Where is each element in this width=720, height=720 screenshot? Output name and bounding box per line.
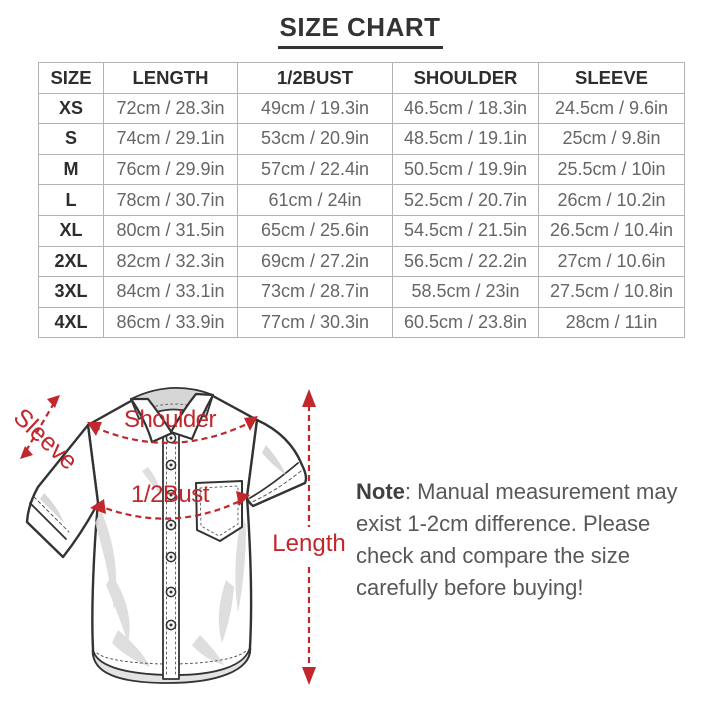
table-header-row: SIZE LENGTH 1/2BUST SHOULDER SLEEVE [38,62,685,94]
size-cell: 3XL [38,276,104,308]
shirt-measurement-diagram: Sleeve Shoulder 1/2Bust Length [8,387,346,685]
shirt-pocket [195,480,243,542]
sleeve-cell: 24.5cm / 9.6in [538,92,685,125]
bust-cell: 57cm / 22.4in [237,153,393,186]
sleeve-cell: 25cm / 9.8in [538,123,685,155]
page-title: SIZE CHART [277,12,443,49]
table-row: 4XL 86cm / 33.9in 77cm / 30.3in 60.5cm /… [38,306,685,339]
table-row: XS 72cm / 28.3in 49cm / 19.3in 46.5cm / … [38,92,685,125]
size-cell: L [38,184,104,216]
bust-cell: 73cm / 28.7in [237,276,393,308]
length-cell: 76cm / 29.9in [103,153,238,186]
shoulder-cell: 48.5cm / 19.1in [392,123,539,155]
shoulder-cell: 56.5cm / 22.2in [392,245,539,278]
length-cell: 78cm / 30.7in [103,184,238,216]
shoulder-arrow [87,416,258,444]
length-cell: 80cm / 31.5in [103,214,238,247]
bust-cell: 77cm / 30.3in [237,306,393,339]
bust-arrow [90,491,250,520]
table-row: S 74cm / 29.1in 53cm / 20.9in 48.5cm / 1… [38,123,685,155]
bust-cell: 49cm / 19.3in [237,92,393,125]
header-length: LENGTH [103,62,238,94]
shirt-buttons [165,432,177,631]
sleeve-label: Sleeve [8,403,83,476]
size-cell: XS [38,92,104,125]
note-text: Note: Manual measurement may exist 1-2cm… [356,476,696,604]
shoulder-cell: 52.5cm / 20.7in [392,184,539,216]
note-body: : Manual measurement may exist 1-2cm dif… [356,479,678,600]
bust-cell: 65cm / 25.6in [237,214,393,247]
length-label: Length [272,530,345,557]
note-label: Note [356,479,405,504]
header-shoulder: SHOULDER [392,62,539,94]
shoulder-label: Shoulder [124,406,217,433]
page-title-container: SIZE CHART [0,12,720,49]
bust-cell: 61cm / 24in [237,184,393,216]
shoulder-cell: 58.5cm / 23in [392,276,539,308]
header-sleeve: SLEEVE [538,62,685,94]
size-cell: M [38,153,104,186]
shoulder-cell: 50.5cm / 19.9in [392,153,539,186]
header-bust: 1/2BUST [237,62,393,94]
length-arrow [302,389,316,685]
length-cell: 82cm / 32.3in [103,245,238,278]
shirt-collar [129,387,215,444]
bust-label: 1/2Bust [131,481,210,508]
shoulder-cell: 60.5cm / 23.8in [392,306,539,339]
header-size: SIZE [38,62,104,94]
sleeve-cell: 28cm / 11in [538,306,685,339]
length-cell: 74cm / 29.1in [103,123,238,155]
size-cell: 4XL [38,306,104,339]
shoulder-cell: 46.5cm / 18.3in [392,92,539,125]
size-table: SIZE LENGTH 1/2BUST SHOULDER SLEEVE XS 7… [38,62,685,339]
sleeve-cell: 26.5cm / 10.4in [538,214,685,247]
sleeve-arrow [20,395,60,459]
sleeve-cell: 27.5cm / 10.8in [538,276,685,308]
table-row: 3XL 84cm / 33.1in 73cm / 28.7in 58.5cm /… [38,276,685,308]
measurement-annotations [20,389,316,685]
bust-cell: 53cm / 20.9in [237,123,393,155]
shirt-illustration [25,387,308,684]
sleeve-cell: 25.5cm / 10in [538,153,685,186]
table-row: 2XL 82cm / 32.3in 69cm / 27.2in 56.5cm /… [38,245,685,278]
sleeve-cell: 27cm / 10.6in [538,245,685,278]
shoulder-cell: 54.5cm / 21.5in [392,214,539,247]
table-row: M 76cm / 29.9in 57cm / 22.4in 50.5cm / 1… [38,153,685,186]
table-row: XL 80cm / 31.5in 65cm / 25.6in 54.5cm / … [38,214,685,247]
size-cell: 2XL [38,245,104,278]
length-cell: 84cm / 33.1in [103,276,238,308]
bust-cell: 69cm / 27.2in [237,245,393,278]
length-cell: 86cm / 33.9in [103,306,238,339]
sleeve-cell: 26cm / 10.2in [538,184,685,216]
length-cell: 72cm / 28.3in [103,92,238,125]
size-cell: XL [38,214,104,247]
table-row: L 78cm / 30.7in 61cm / 24in 52.5cm / 20.… [38,184,685,216]
size-cell: S [38,123,104,155]
